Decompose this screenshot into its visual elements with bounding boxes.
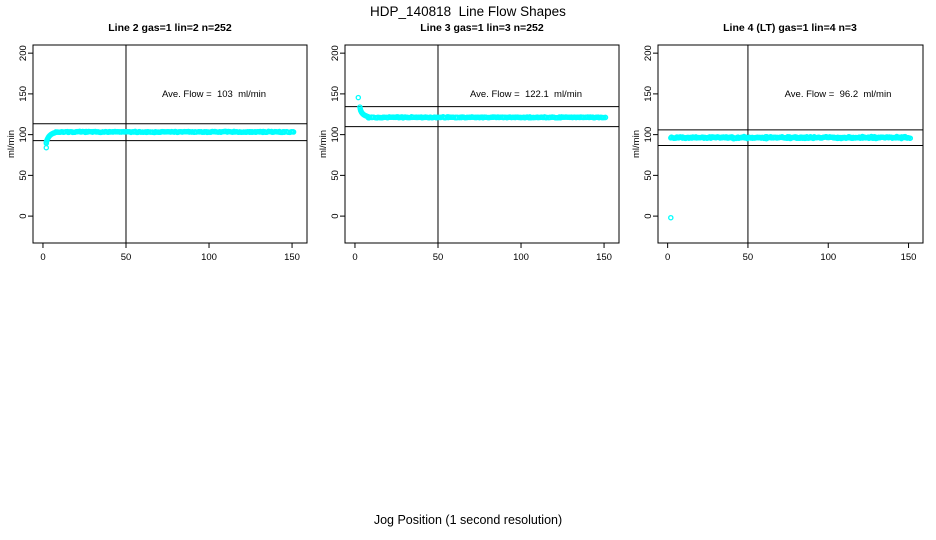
panel-title: Line 2 gas=1 lin=2 n=252 <box>108 22 232 34</box>
panel-plot-area: 0 50 100 150 0 50 100 150 200 <box>643 44 924 263</box>
panel-line-2: Line 2 gas=1 lin=2 n=252 Ave. Flow = 103… <box>6 22 308 263</box>
y-tick-label: 50 <box>18 170 29 181</box>
plot-box <box>657 44 924 244</box>
data-point <box>355 94 362 101</box>
panel-line-3: Line 3 gas=1 lin=3 n=252 Ave. Flow = 122… <box>318 22 620 263</box>
y-tick-label: 50 <box>330 170 341 181</box>
y-axis-label: ml/min <box>631 130 642 158</box>
data-point <box>290 129 297 135</box>
y-axis-label: ml/min <box>6 130 17 158</box>
y-tick-label: 200 <box>643 45 654 61</box>
x-tick-label: 100 <box>201 252 217 263</box>
x-tick-label: 100 <box>820 252 836 263</box>
x-tick-label: 50 <box>743 252 754 263</box>
y-tick-label: 200 <box>330 45 341 61</box>
y-tick-label: 50 <box>643 170 654 181</box>
y-tick-label: 150 <box>643 86 654 102</box>
y-tick-label: 150 <box>18 86 29 102</box>
x-tick-label: 150 <box>284 252 300 263</box>
plot-box <box>32 44 308 244</box>
data-point <box>43 144 50 151</box>
y-tick-label: 100 <box>18 127 29 143</box>
y-tick-label: 150 <box>330 86 341 102</box>
x-tick-label: 150 <box>901 252 917 263</box>
panel-title: Line 3 gas=1 lin=3 n=252 <box>420 22 544 34</box>
x-tick-label: 0 <box>352 252 357 263</box>
data-point <box>907 135 914 141</box>
data-points <box>43 128 297 151</box>
plot-box <box>344 44 620 244</box>
x-tick-label: 100 <box>513 252 529 263</box>
x-axis-label: Jog Position (1 second resolution) <box>374 513 562 527</box>
x-tick-label: 150 <box>596 252 612 263</box>
data-point <box>602 114 609 121</box>
y-tick-label: 0 <box>330 213 341 218</box>
x-tick-label: 0 <box>40 252 45 263</box>
x-tick-label: 50 <box>121 252 132 263</box>
avg-flow-annotation: Ave. Flow = 122.1 ml/min <box>470 89 582 100</box>
panel-plot-area: 0 50 100 150 0 50 100 150 200 <box>330 44 620 263</box>
y-axis-label: ml/min <box>318 130 329 158</box>
data-points <box>355 94 609 121</box>
y-tick-label: 100 <box>643 127 654 143</box>
avg-flow-annotation: Ave. Flow = 103 ml/min <box>162 89 266 100</box>
y-tick-label: 200 <box>18 45 29 61</box>
panel-title: Line 4 (LT) gas=1 lin=4 n=3 <box>723 22 857 34</box>
avg-flow-annotation: Ave. Flow = 96.2 ml/min <box>785 89 892 100</box>
chart-title: HDP_140818 Line Flow Shapes <box>370 4 566 19</box>
data-points <box>668 133 914 221</box>
x-tick-label: 50 <box>433 252 444 263</box>
y-tick-label: 0 <box>18 213 29 218</box>
y-tick-label: 0 <box>643 213 654 218</box>
panel-plot-area: 0 50 100 150 0 50 100 150 200 <box>18 44 308 263</box>
x-tick-label: 0 <box>665 252 670 263</box>
y-tick-label: 100 <box>330 127 341 143</box>
panel-line-4: Line 4 (LT) gas=1 lin=4 n=3 Ave. Flow = … <box>631 22 924 263</box>
data-point <box>668 214 674 221</box>
